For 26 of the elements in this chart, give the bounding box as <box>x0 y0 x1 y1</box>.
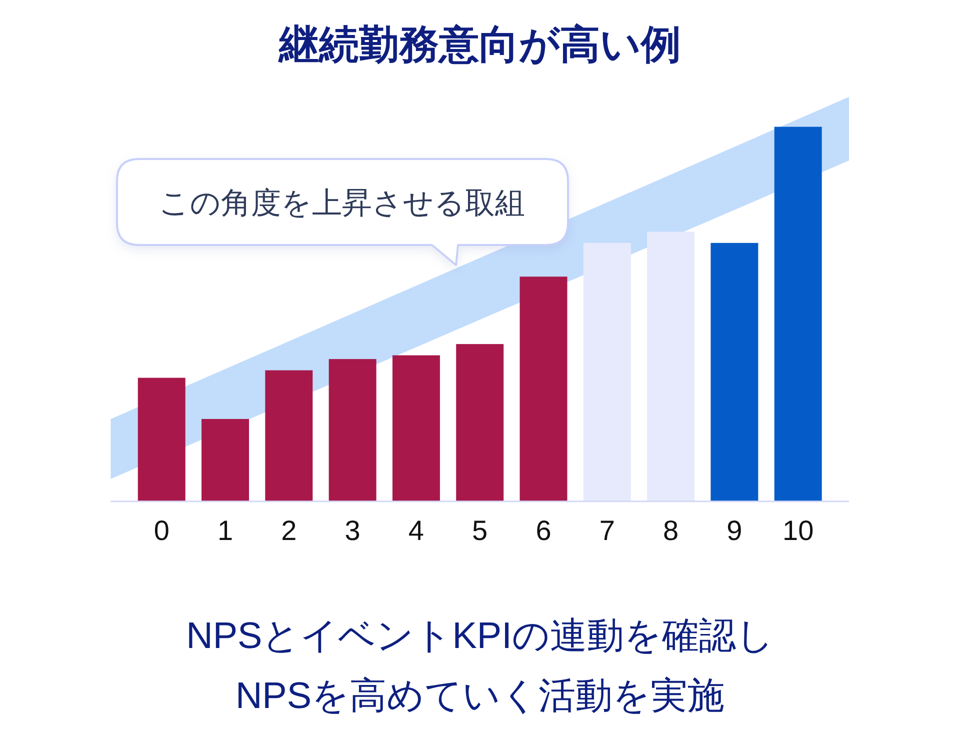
bar <box>328 359 376 502</box>
text: NPSを高めていく活動を実施 <box>235 675 725 716</box>
annotation: この角度を上昇させる取組 <box>159 187 525 220</box>
bar <box>138 378 186 502</box>
x-tick-label: 1 <box>217 515 234 546</box>
bar <box>647 232 695 502</box>
bar <box>202 418 250 502</box>
bar <box>710 242 758 502</box>
x-tick-label: 9 <box>726 515 742 546</box>
x-tick-label: 10 <box>782 515 814 546</box>
text: NPSとイベントKPIの連動を確認し <box>186 615 774 656</box>
x-tick-label: 8 <box>663 515 679 546</box>
bar <box>774 126 822 502</box>
x-tick-label: 5 <box>472 515 488 546</box>
bar <box>392 355 440 502</box>
x-tick-label: 7 <box>599 515 615 546</box>
chart-title: 継続勤務意向が高い例 <box>278 23 681 67</box>
x-tick-label: 0 <box>154 515 170 546</box>
x-tick-label: 6 <box>536 515 552 546</box>
x-tick-label: 2 <box>281 515 297 546</box>
x-tick-label: 3 <box>344 515 360 546</box>
bar <box>265 370 313 502</box>
bar <box>520 276 568 502</box>
bar <box>583 242 631 502</box>
bar <box>456 344 504 502</box>
x-tick-label: 4 <box>408 515 424 546</box>
